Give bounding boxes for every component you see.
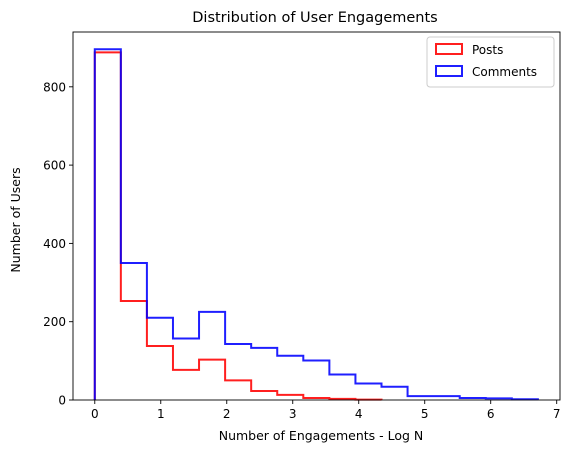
y-tick-label: 200 [43, 315, 66, 329]
x-tick-label: 3 [289, 407, 297, 421]
x-tick-label: 2 [223, 407, 231, 421]
plot-area [93, 48, 539, 401]
y-tick-label: 0 [58, 394, 66, 408]
x-tick-label: 4 [355, 407, 363, 421]
x-tick-label: 5 [421, 407, 429, 421]
x-tick-label: 7 [553, 407, 561, 421]
y-tick-label: 800 [43, 80, 66, 94]
y-tick-label: 400 [43, 237, 66, 251]
axes: 0 1 2 3 4 5 6 7 0 200 400 600 800 [43, 31, 561, 421]
legend-box [426, 36, 555, 88]
y-tick-label: 600 [43, 159, 66, 173]
legend-swatch-comments [435, 65, 463, 77]
x-axis-label: Number of Engagements - Log N [219, 428, 424, 443]
axes-frame [72, 31, 561, 401]
series-comments-step [93, 48, 539, 401]
chart-title: Distribution of User Engagements [192, 10, 438, 26]
legend-swatch-posts [435, 43, 463, 55]
legend-label-posts: Posts [472, 43, 503, 57]
legend: Posts Comments [426, 36, 555, 88]
x-tick-label: 1 [157, 407, 165, 421]
x-tick-label: 6 [487, 407, 495, 421]
legend-label-comments: Comments [472, 65, 537, 79]
y-axis-label: Number of Users [8, 167, 23, 272]
series-posts-step [93, 51, 383, 401]
x-tick-label: 0 [91, 407, 99, 421]
